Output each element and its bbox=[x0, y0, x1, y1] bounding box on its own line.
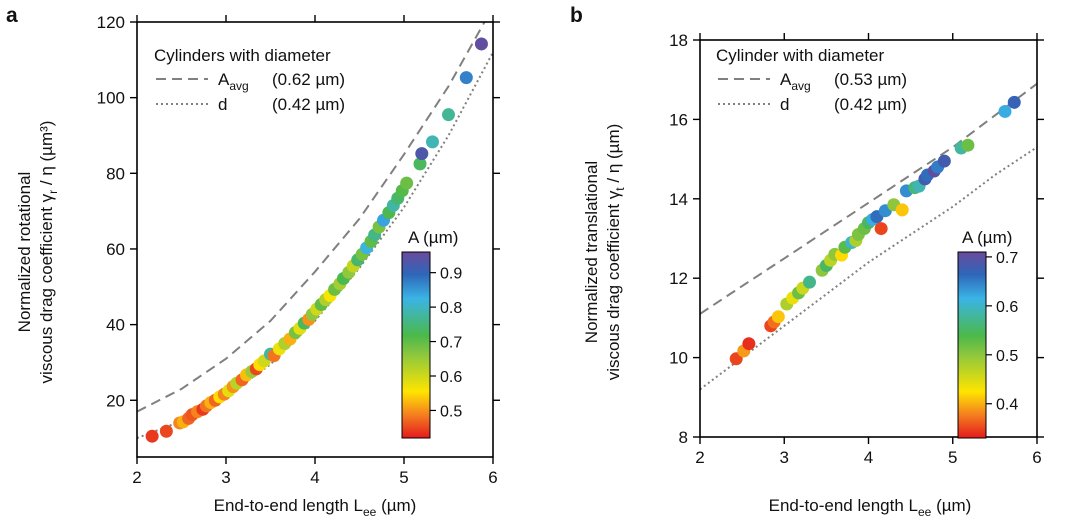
curves-b bbox=[700, 82, 1037, 391]
data-point bbox=[874, 222, 888, 236]
colorbar-title-b: A (µm) bbox=[962, 228, 1012, 247]
y-tick-label: 18 bbox=[669, 31, 688, 50]
data-point bbox=[937, 154, 951, 168]
y-axis-title-b: Normalized translational viscous drag co… bbox=[582, 124, 627, 381]
legend-title-b: Cylinder with diameter bbox=[716, 46, 885, 65]
data-point bbox=[400, 176, 414, 190]
data-point bbox=[459, 71, 473, 85]
x-axis-title-a: End-to-end length Lee (µm) bbox=[214, 496, 417, 519]
y-tick-label: 8 bbox=[679, 428, 688, 447]
dotted-model-curve bbox=[700, 146, 1037, 391]
colorbar-title-a: A (µm) bbox=[408, 228, 458, 247]
legend-entry-b-1-main: Aavg bbox=[780, 70, 811, 93]
x-tick-label: 3 bbox=[780, 448, 789, 467]
y-axis-title-line1: Normalized rotational bbox=[15, 172, 34, 333]
y-tick-label: 120 bbox=[97, 13, 125, 32]
y-tick-label: 12 bbox=[669, 269, 688, 288]
y-tick-label: 10 bbox=[669, 349, 688, 368]
legend-entry-b-2-main: d bbox=[780, 95, 789, 114]
data-point bbox=[415, 147, 429, 161]
x-tick-label: 5 bbox=[948, 448, 957, 467]
points-b bbox=[729, 95, 1021, 366]
colorbar-tick-label: 0.4 bbox=[996, 397, 1018, 414]
data-point bbox=[474, 37, 488, 51]
colorbar-a: A (µm) 0.5 0.6 0.7 0.8 0.9 bbox=[401, 228, 462, 439]
x-tick-label: 5 bbox=[399, 468, 408, 487]
colorbar-tick-label: 0.5 bbox=[996, 348, 1018, 365]
data-point bbox=[425, 135, 439, 149]
data-point bbox=[145, 429, 159, 443]
data-point bbox=[159, 424, 173, 438]
panel-b: b Normalized translational viscous drag … bbox=[570, 4, 1044, 519]
y-axis-title-line1: Normalized translational bbox=[582, 161, 601, 343]
data-point bbox=[961, 138, 975, 152]
colorbar-tick-label: 0.9 bbox=[440, 266, 462, 283]
data-point bbox=[413, 157, 427, 171]
y-tick-label: 20 bbox=[106, 391, 125, 410]
panel-a: a Normalized rotational viscous drag coe… bbox=[6, 4, 500, 519]
x-tick-label: 6 bbox=[1032, 448, 1041, 467]
plot-frame-b bbox=[699, 39, 1038, 438]
data-point bbox=[1007, 95, 1021, 109]
data-point bbox=[771, 310, 785, 324]
colorbar-tick-label: 0.6 bbox=[996, 299, 1018, 316]
x-tick-label: 2 bbox=[695, 448, 704, 467]
colorbar-tick-label: 0.6 bbox=[440, 369, 462, 386]
data-point bbox=[742, 337, 756, 351]
colorbar-ticks-a: 0.5 0.6 0.7 0.8 0.9 bbox=[430, 266, 462, 420]
y-tick-label: 60 bbox=[106, 240, 125, 259]
colorbar-b: A (µm) 0.4 0.5 0.6 0.7 bbox=[957, 228, 1018, 439]
legend-entry-a-1-main: Aavg bbox=[218, 70, 249, 93]
colorbar-tick-label: 0.5 bbox=[440, 403, 462, 420]
x-tick-label: 3 bbox=[221, 468, 230, 487]
data-point bbox=[998, 104, 1012, 118]
y-tick-label: 80 bbox=[106, 164, 125, 183]
colorbar-gradient-a bbox=[401, 251, 431, 439]
colorbar-tick-label: 0.7 bbox=[996, 250, 1018, 267]
panel-label-b: b bbox=[570, 4, 583, 27]
x-tick-label: 4 bbox=[864, 448, 873, 467]
colorbar-gradient-b bbox=[957, 251, 987, 439]
data-point bbox=[803, 275, 817, 289]
colorbar-ticks-b: 0.4 0.5 0.6 0.7 bbox=[986, 250, 1018, 414]
x-tick-label: 4 bbox=[310, 468, 319, 487]
dashed-model-curve bbox=[700, 82, 1037, 315]
data-point bbox=[895, 203, 909, 217]
y-tick-label: 100 bbox=[97, 89, 125, 108]
legend-entry-a-1-value: (0.62 µm) bbox=[272, 70, 345, 89]
legend-entry-b-2-value: (0.42 µm) bbox=[834, 95, 907, 114]
colorbar-tick-label: 0.8 bbox=[440, 300, 462, 317]
ticks-a: 2 3 4 5 6 20 40 60 80 100 120 bbox=[97, 13, 500, 487]
points-a bbox=[145, 37, 488, 443]
x-tick-label: 2 bbox=[132, 468, 141, 487]
y-axis-title-a: Normalized rotational viscous drag coeff… bbox=[15, 121, 60, 384]
x-axis-title-b: End-to-end length Lee (µm) bbox=[769, 496, 972, 519]
dashed-model-curve bbox=[137, 22, 486, 413]
legend-entry-a-2-main: d bbox=[218, 95, 227, 114]
panel-label-a: a bbox=[6, 4, 18, 27]
y-tick-label: 14 bbox=[669, 190, 688, 209]
legend-a: Cylinders with diameter Aavg (0.62 µm) d… bbox=[154, 46, 345, 114]
legend-b: Cylinder with diameter Aavg (0.53 µm) d … bbox=[716, 46, 907, 114]
y-tick-label: 40 bbox=[106, 316, 125, 335]
y-axis-title-line2: viscous drag coefficient γr / η (µm³) bbox=[37, 121, 60, 384]
plot-frame-a bbox=[136, 21, 494, 458]
data-point bbox=[442, 108, 455, 122]
legend-entry-a-2-value: (0.42 µm) bbox=[272, 95, 345, 114]
x-tick-label: 6 bbox=[488, 468, 497, 487]
legend-entry-b-1-value: (0.53 µm) bbox=[834, 70, 907, 89]
y-tick-label: 16 bbox=[669, 110, 688, 129]
y-axis-title-line2: viscous drag coefficient γt / η (µm) bbox=[604, 124, 627, 381]
colorbar-tick-label: 0.7 bbox=[440, 335, 462, 352]
ticks-b: 2 3 4 5 6 8 10 12 14 16 18 bbox=[669, 31, 1044, 467]
legend-title-a: Cylinders with diameter bbox=[154, 46, 331, 65]
